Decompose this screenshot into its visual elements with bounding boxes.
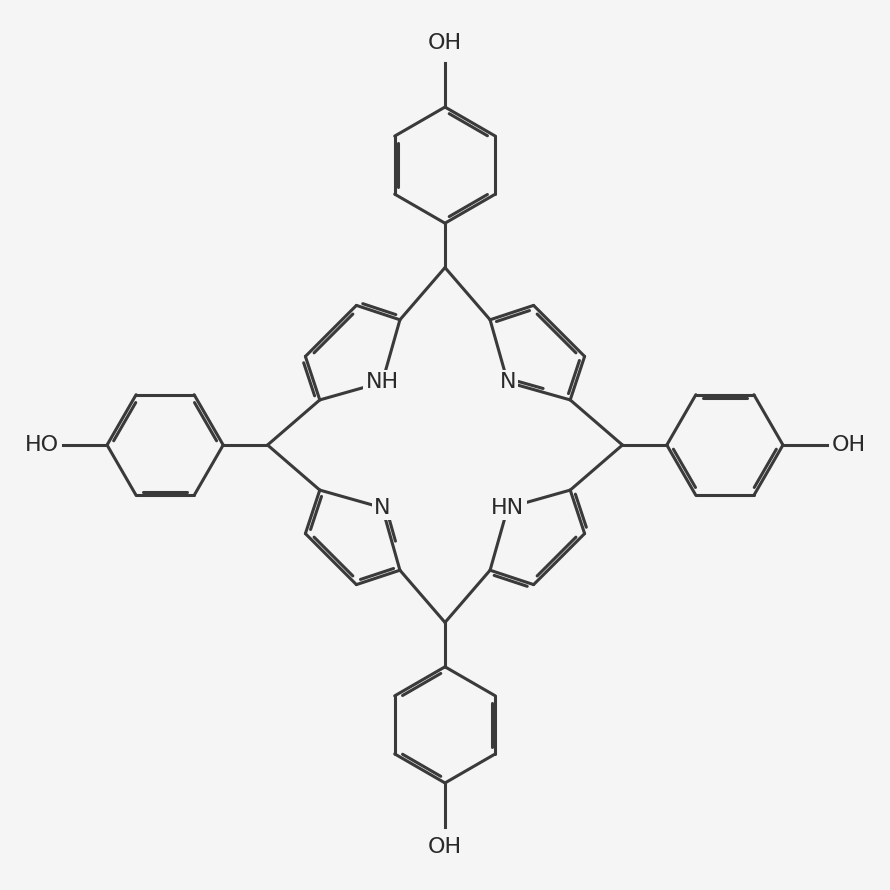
Text: NH: NH — [366, 372, 399, 392]
Text: OH: OH — [428, 837, 462, 857]
Text: N: N — [499, 372, 516, 392]
Text: HN: HN — [491, 498, 524, 518]
Text: HO: HO — [25, 435, 59, 455]
Text: N: N — [374, 498, 391, 518]
Text: OH: OH — [831, 435, 865, 455]
Text: OH: OH — [428, 33, 462, 53]
